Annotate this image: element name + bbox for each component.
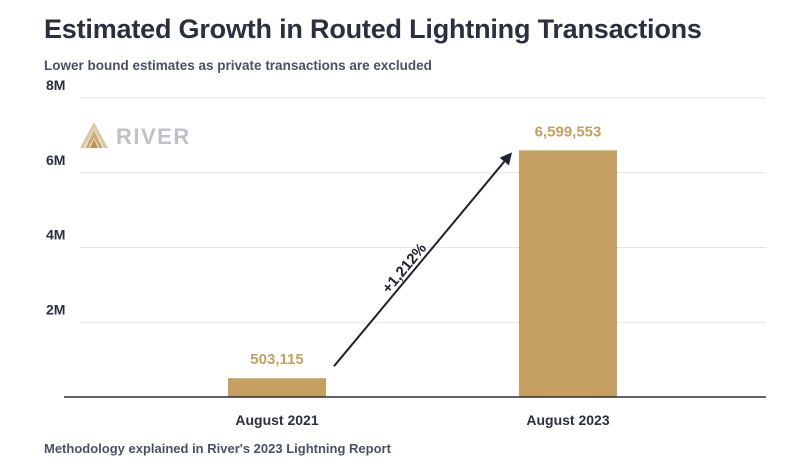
- y-axis-ticks: 2M 4M 6M 8M: [46, 77, 65, 317]
- data-label-0: 503,115: [250, 351, 303, 368]
- x-tick-0: August 2021: [235, 412, 318, 428]
- grid-lines: [80, 97, 766, 323]
- bar-1: [519, 150, 617, 397]
- data-label-1: 6,599,553: [535, 123, 602, 140]
- bar-0: [228, 378, 326, 397]
- data-labels: 503,115 6,599,553: [250, 123, 601, 368]
- x-tick-1: August 2023: [526, 412, 609, 428]
- river-logo-text: RIVER: [116, 124, 191, 149]
- growth-arrow-head: [499, 152, 512, 166]
- growth-arrow: +1,212%: [333, 152, 512, 367]
- y-tick-2M: 2M: [46, 301, 65, 317]
- y-tick-4M: 4M: [46, 227, 65, 243]
- growth-arrow-line: [333, 160, 506, 367]
- bars: [228, 150, 617, 397]
- y-tick-6M: 6M: [46, 152, 65, 168]
- y-tick-8M: 8M: [46, 77, 65, 93]
- chart-title: Estimated Growth in Routed Lightning Tra…: [44, 14, 702, 44]
- chart-subtitle: Lower bound estimates as private transac…: [44, 58, 432, 73]
- river-mountain-logo-icon: [80, 122, 108, 148]
- chart-footer-note: Methodology explained in River's 2023 Li…: [44, 441, 391, 456]
- growth-annotation: +1,212%: [379, 240, 430, 297]
- river-logo: RIVER: [80, 122, 191, 149]
- x-axis-ticks: August 2021 August 2023: [235, 412, 609, 428]
